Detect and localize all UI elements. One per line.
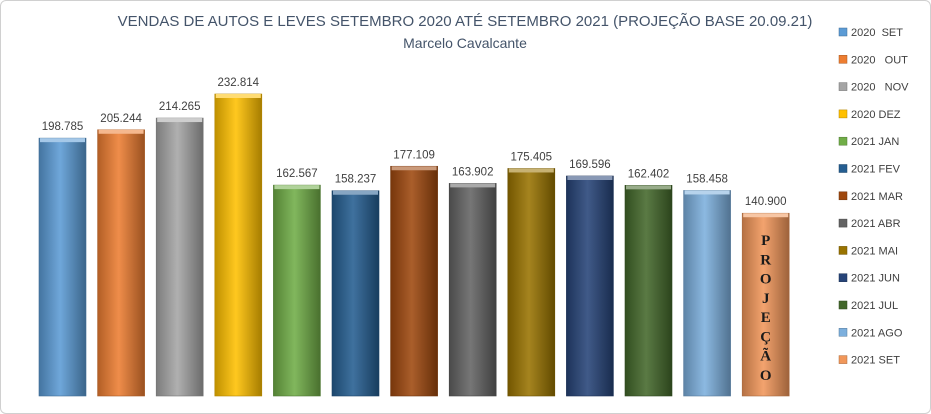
bar-top-highlight-8 — [508, 168, 554, 173]
data-label-2: 214.265 — [159, 101, 201, 113]
bar-top-highlight-7 — [450, 183, 496, 188]
projection-letter-6: Ã — [760, 347, 771, 365]
bar-12 — [741, 212, 790, 397]
bar-top-highlight-3 — [215, 94, 261, 98]
legend-swatch-0 — [838, 27, 848, 37]
data-label-9: 169.596 — [569, 159, 611, 171]
legend-label-3: 2020 DEZ — [851, 109, 901, 121]
bar-3 — [214, 93, 263, 397]
bar-11 — [683, 190, 731, 397]
projection-letter-3: J — [762, 291, 770, 307]
projection-letter-7: O — [760, 368, 772, 384]
data-label-10: 162.402 — [628, 168, 670, 180]
bar-top-highlight-11 — [684, 190, 730, 195]
bar-top-highlight-10 — [626, 185, 671, 190]
bars-group: 198.785 205.244 214.265 232.814 162.567 158.2… — [38, 77, 790, 397]
legend-swatch-5 — [838, 164, 848, 173]
bar-top-highlight-0 — [40, 138, 85, 143]
bar-10 — [624, 185, 673, 397]
projection-letter-5: Ç — [760, 329, 771, 345]
bar-4 — [273, 184, 321, 397]
bar-top-highlight-6 — [391, 166, 437, 171]
projection-letter-4: E — [761, 310, 771, 326]
projection-letter-2: O — [760, 272, 772, 288]
legend-swatch-8 — [838, 246, 848, 255]
bar-0 — [38, 137, 87, 397]
data-label-11: 158.458 — [686, 173, 728, 185]
legend-label-11: 2021 AGO — [851, 327, 903, 339]
bar-top-highlight-9 — [567, 176, 613, 181]
legend-swatch-4 — [838, 136, 848, 146]
bar-1 — [97, 129, 145, 397]
legend-label-1: 2020 OUT — [851, 54, 908, 66]
data-label-5: 158.237 — [335, 174, 377, 186]
legend-swatch-2 — [838, 82, 848, 91]
bar-top-highlight-5 — [333, 190, 378, 195]
data-label-3: 232.814 — [218, 77, 260, 89]
legend-swatch-12 — [838, 355, 848, 364]
bar-6 — [390, 165, 438, 397]
legend-label-2: 2020 NOV — [851, 82, 909, 94]
legend-swatch-10 — [838, 300, 848, 310]
bar-8 — [507, 168, 556, 397]
bar-5 — [331, 190, 380, 397]
bar-top-highlight-4 — [274, 185, 320, 190]
bar-top-highlight-2 — [157, 118, 203, 123]
data-label-12: 140.900 — [745, 196, 787, 208]
projection-letter-0: P — [761, 233, 770, 249]
legend-label-10: 2021 JUL — [851, 300, 898, 312]
legend-swatch-9 — [838, 273, 848, 282]
legend-label-7: 2021 ABR — [851, 218, 901, 230]
data-label-8: 175.405 — [511, 151, 553, 163]
bar-9 — [566, 175, 614, 397]
legend-label-9: 2021 JUN — [851, 273, 900, 285]
legend: 2020 SET 2020 OUT 2020 NOV 2020 DEZ 2021 JAN… — [838, 27, 909, 367]
legend-label-4: 2021 JAN — [851, 136, 899, 148]
data-label-1: 205.244 — [100, 113, 142, 125]
legend-label-6: 2021 MAR — [851, 191, 903, 203]
bar-2 — [155, 117, 204, 397]
data-label-7: 163.902 — [452, 166, 494, 178]
legend-label-12: 2021 SET — [851, 355, 900, 367]
bar-top-highlight-1 — [98, 129, 144, 134]
legend-swatch-6 — [838, 191, 848, 201]
bar-7 — [448, 183, 497, 397]
data-label-6: 177.109 — [393, 149, 435, 161]
legend-swatch-1 — [838, 55, 848, 64]
legend-label-0: 2020 SET — [851, 27, 903, 39]
legend-swatch-11 — [838, 328, 848, 337]
bar-top-highlight-12 — [743, 213, 789, 218]
legend-label-8: 2021 MAI — [851, 245, 898, 257]
chart-subtitle: Marcelo Cavalcante — [403, 35, 527, 51]
projection-letter-1: R — [760, 252, 771, 268]
legend-swatch-3 — [838, 109, 848, 119]
data-label-4: 162.567 — [276, 168, 318, 180]
legend-label-5: 2021 FEV — [851, 164, 901, 176]
chart-title: VENDAS DE AUTOS E LEVES SETEMBRO 2020 AT… — [118, 13, 813, 30]
data-label-0: 198.785 — [42, 121, 84, 133]
legend-swatch-7 — [838, 218, 848, 228]
